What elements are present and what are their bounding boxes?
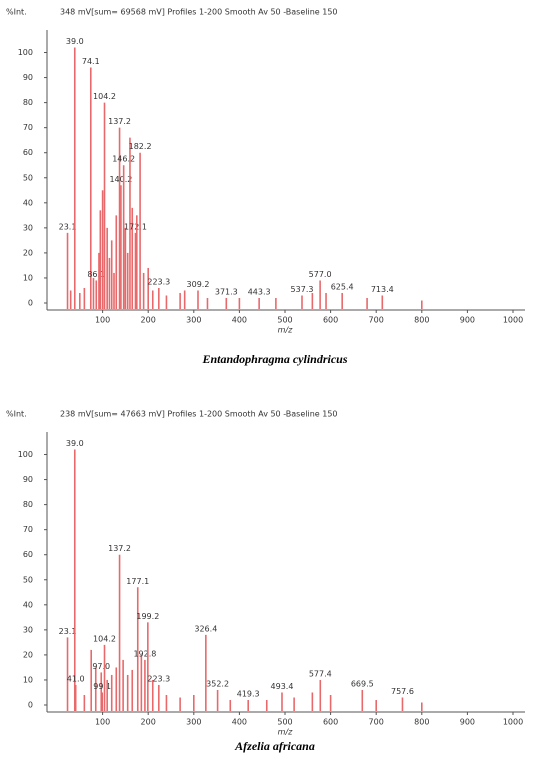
x-tick-label: 700 (369, 316, 384, 325)
peak-label: 39.0 (66, 37, 84, 46)
y-tick-label: 0 (28, 701, 33, 710)
peak-label: 23.1 (59, 627, 77, 636)
peak-label: 41.0 (67, 674, 85, 683)
y-tick-label: 20 (23, 650, 33, 659)
x-tick-label: 100 (95, 316, 110, 325)
subtitle: 348 mV[sum= 69568 mV] Profiles 1-200 Smo… (60, 8, 338, 17)
x-tick-label: 800 (414, 718, 429, 727)
x-tick-label: 300 (186, 718, 201, 727)
y-tick-label: 70 (23, 525, 33, 534)
peak-label: 39.0 (66, 439, 84, 448)
y-tick-label: 70 (23, 123, 33, 132)
peak-label: 137.2 (108, 544, 131, 553)
y-tick-label: 40 (23, 198, 33, 207)
peak-label: 104.2 (93, 634, 116, 643)
peak-label: 146.2 (112, 155, 135, 164)
x-tick-label: 300 (186, 316, 201, 325)
caption: Entandophragma cylindricus (201, 352, 347, 366)
peak-label: 177.1 (126, 577, 149, 586)
y-tick-label: 90 (23, 73, 33, 82)
x-tick-label: 600 (323, 316, 338, 325)
peak-label: 419.3 (237, 689, 260, 698)
y-tick-label: 30 (23, 223, 33, 232)
subtitle: 238 mV[sum= 47663 mV] Profiles 1-200 Smo… (60, 410, 338, 419)
x-tick-label: 900 (460, 718, 475, 727)
peak-label: 309.2 (187, 280, 210, 289)
peak-label: 192.8 (133, 649, 156, 658)
peak-label: 97.0 (92, 662, 110, 671)
y-tick-label: 60 (23, 550, 33, 559)
peak-label: 443.3 (248, 287, 271, 296)
peak-label: 223.3 (147, 277, 170, 286)
y-tick-label: 90 (23, 475, 33, 484)
y-axis-label: %Int. (6, 410, 27, 419)
peak-label: 172.1 (124, 222, 147, 231)
peak-label: 23.1 (59, 222, 77, 231)
peak-label: 140.2 (109, 175, 132, 184)
caption: Afzelia africana (234, 739, 315, 753)
peak-label: 577.0 (309, 270, 332, 279)
peak-label: 577.4 (309, 669, 332, 678)
peak-label: 537.3 (291, 285, 314, 294)
peak-label: 713.4 (371, 285, 394, 294)
peak-label: 104.2 (93, 92, 116, 101)
x-tick-label: 500 (277, 718, 292, 727)
y-tick-label: 80 (23, 98, 33, 107)
peak-label: 182.2 (129, 142, 152, 151)
x-tick-label: 1000 (503, 316, 523, 325)
y-tick-label: 80 (23, 500, 33, 509)
x-tick-label: 400 (232, 718, 247, 727)
peak-label: 757.6 (391, 687, 414, 696)
y-tick-label: 60 (23, 148, 33, 157)
y-tick-label: 100 (18, 48, 33, 57)
peak-label: 199.2 (136, 612, 159, 621)
x-axis-label: m/z (278, 728, 293, 737)
x-tick-label: 800 (414, 316, 429, 325)
peak-label: 223.3 (147, 674, 170, 683)
y-tick-label: 50 (23, 575, 33, 584)
x-tick-label: 1000 (503, 718, 523, 727)
peak-label: 625.4 (331, 282, 354, 291)
y-tick-label: 40 (23, 600, 33, 609)
y-tick-label: 0 (28, 299, 33, 308)
y-tick-label: 10 (23, 675, 33, 684)
x-tick-label: 200 (141, 316, 156, 325)
peak-label: 86.1 (87, 270, 105, 279)
x-axis-label: m/z (278, 326, 293, 335)
y-tick-label: 10 (23, 273, 33, 282)
x-tick-label: 400 (232, 316, 247, 325)
y-tick-label: 30 (23, 625, 33, 634)
peak-label: 352.2 (206, 679, 229, 688)
y-tick-label: 50 (23, 173, 33, 182)
peak-label: 74.1 (82, 57, 100, 66)
peak-label: 326.4 (194, 624, 217, 633)
peak-label: 99.1 (93, 682, 111, 691)
x-tick-label: 100 (95, 718, 110, 727)
x-tick-label: 500 (277, 316, 292, 325)
peak-label: 137.2 (108, 117, 131, 126)
y-axis-label: %Int. (6, 8, 27, 17)
peak-label: 371.3 (215, 287, 238, 296)
peak-label: 493.4 (271, 682, 294, 691)
x-tick-label: 200 (141, 718, 156, 727)
x-tick-label: 900 (460, 316, 475, 325)
y-tick-label: 100 (18, 450, 33, 459)
x-tick-label: 700 (369, 718, 384, 727)
peak-label: 669.5 (351, 679, 374, 688)
y-tick-label: 20 (23, 248, 33, 257)
x-tick-label: 600 (323, 718, 338, 727)
